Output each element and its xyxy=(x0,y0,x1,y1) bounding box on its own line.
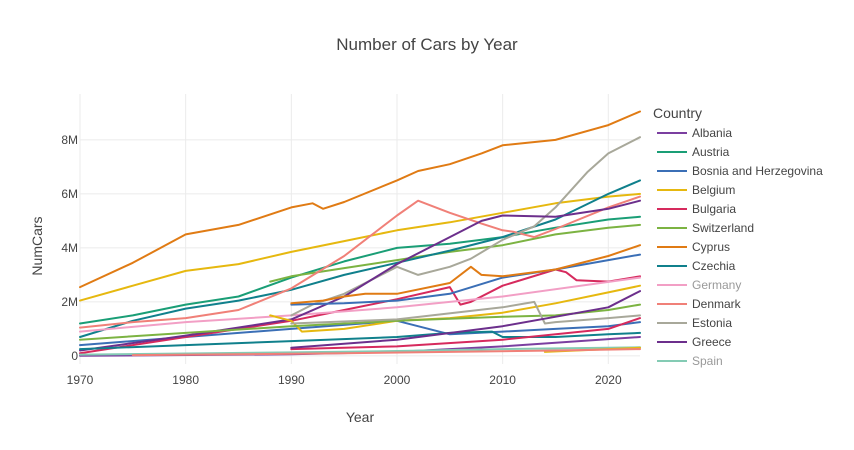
series-line-unlabeled-18[interactable] xyxy=(290,300,641,325)
legend-item-spain[interactable]: Spain xyxy=(657,354,723,368)
legend-item-czechia[interactable]: Czechia xyxy=(657,259,736,273)
legend-label: Germany xyxy=(692,278,741,292)
legend-label: Denmark xyxy=(692,297,742,311)
y-tick-label: 8M xyxy=(61,133,78,147)
series-line-unlabeled-21[interactable] xyxy=(290,290,641,349)
legend-item-greece[interactable]: Greece xyxy=(657,335,732,349)
series-line-unlabeled-16[interactable] xyxy=(79,303,641,341)
chart-title: Number of Cars by Year xyxy=(336,35,518,54)
y-tick-label: 2M xyxy=(61,295,78,309)
x-tick-label: 1970 xyxy=(67,373,94,387)
legend-label: Estonia xyxy=(692,316,732,330)
legend-label: Switzerland xyxy=(692,221,754,235)
series-line-greece[interactable] xyxy=(79,199,641,352)
x-tick-label: 2020 xyxy=(595,373,622,387)
y-tick-labels: 0 2M 4M 6M 8M xyxy=(61,133,78,363)
legend-item-cyprus[interactable]: Cyprus xyxy=(657,240,730,254)
series-line-germany[interactable] xyxy=(79,276,641,333)
series-line-unlabeled-17[interactable] xyxy=(79,330,641,351)
legend-label: Greece xyxy=(692,335,732,349)
series-line-estonia[interactable] xyxy=(290,136,641,317)
legend-item-bulgaria[interactable]: Bulgaria xyxy=(657,202,736,216)
legend-items: Albania Austria Bosnia and Herzegovina Belg… xyxy=(657,126,823,368)
y-tick-label: 0 xyxy=(71,349,78,363)
legend-item-estonia[interactable]: Estonia xyxy=(657,316,732,330)
legend-title: Country xyxy=(653,105,702,121)
legend-item-austria[interactable]: Austria xyxy=(657,145,730,159)
series-line-switzerland[interactable] xyxy=(269,223,641,283)
legend-item-bosnia-and-herzegovina[interactable]: Bosnia and Herzegovina xyxy=(657,164,823,178)
x-axis-label: Year xyxy=(346,409,375,425)
plot-area[interactable] xyxy=(79,94,641,364)
series-line-unlabeled-22[interactable] xyxy=(131,348,641,357)
x-tick-label: 1990 xyxy=(278,373,305,387)
series-line-unlabeled-13[interactable] xyxy=(290,253,641,306)
legend-item-switzerland[interactable]: Switzerland xyxy=(657,221,754,235)
legend-label: Austria xyxy=(692,145,730,159)
series-line-bosnia-and-herzegovina[interactable] xyxy=(79,319,641,347)
legend-label: Bosnia and Herzegovina xyxy=(692,164,823,178)
series-lines xyxy=(79,110,641,357)
x-tick-labels: 1970 1980 1990 2000 2010 2020 xyxy=(67,373,622,387)
series-line-unlabeled-20[interactable] xyxy=(290,317,641,351)
series-line-bulgaria[interactable] xyxy=(79,268,641,355)
legend-label: Albania xyxy=(692,126,732,140)
x-tick-label: 2000 xyxy=(384,373,411,387)
legend-item-germany[interactable]: Germany xyxy=(657,278,741,292)
y-tick-label: 4M xyxy=(61,241,78,255)
series-line-denmark[interactable] xyxy=(79,195,641,329)
y-tick-label: 6M xyxy=(61,187,78,201)
legend-item-denmark[interactable]: Denmark xyxy=(657,297,742,311)
legend-item-albania[interactable]: Albania xyxy=(657,126,732,140)
legend-label: Spain xyxy=(692,354,723,368)
legend-label: Bulgaria xyxy=(692,202,736,216)
legend-label: Czechia xyxy=(692,259,736,273)
x-tick-label: 2010 xyxy=(489,373,516,387)
y-axis-label: NumCars xyxy=(29,216,45,275)
series-line-cyprus[interactable] xyxy=(79,110,641,289)
legend: Country Albania Austria Bosnia and Herzego… xyxy=(653,105,823,368)
x-tick-label: 1980 xyxy=(172,373,199,387)
series-line-unlabeled-14[interactable] xyxy=(290,244,641,305)
series-line-spain[interactable] xyxy=(79,346,641,356)
legend-label: Belgium xyxy=(692,183,735,197)
legend-item-belgium[interactable]: Belgium xyxy=(657,183,735,197)
legend-label: Cyprus xyxy=(692,240,730,254)
